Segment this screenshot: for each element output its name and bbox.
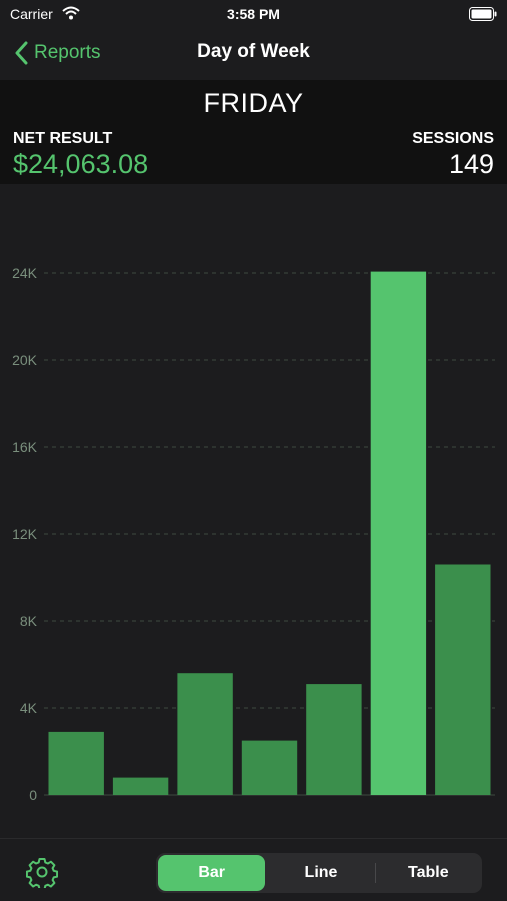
chart-bar[interactable]	[177, 673, 233, 795]
bar-chart[interactable]: 0 4K 8K 12K 16K 20K 24K	[0, 184, 507, 838]
net-result-label: NET RESULT	[13, 130, 113, 147]
net-result-value: $24,063.08	[13, 149, 149, 179]
battery-icon	[469, 7, 497, 21]
page-title: Day of Week	[197, 41, 310, 62]
y-tick-label: 4K	[20, 700, 38, 716]
navigation-bar: Reports Day of Week	[0, 28, 507, 78]
chart-bar[interactable]	[370, 271, 427, 796]
chart-bar[interactable]	[306, 684, 362, 795]
bottom-toolbar: Bar Line Table	[0, 838, 507, 901]
clock: 3:58 PM	[227, 6, 280, 22]
y-tick-label: 12K	[12, 526, 38, 542]
back-label: Reports	[34, 42, 101, 63]
carrier-label: Carrier	[10, 6, 53, 22]
chart-bar[interactable]	[435, 564, 491, 796]
segment-line-label: Line	[304, 864, 338, 881]
chart-bar[interactable]	[112, 777, 169, 795]
status-bar: Carrier 3:58 PM	[0, 0, 507, 28]
segment-bar[interactable]: Bar	[158, 855, 266, 891]
segment-line[interactable]: Line	[267, 853, 374, 893]
segment-table-label: Table	[408, 864, 449, 881]
chevron-left-icon	[15, 41, 28, 65]
wifi-icon	[62, 6, 80, 20]
chart-bar[interactable]	[241, 740, 298, 795]
back-button[interactable]: Reports	[14, 38, 101, 68]
gear-icon[interactable]	[26, 856, 58, 888]
chart-canvas[interactable]: 0 4K 8K 12K 16K 20K 24K	[0, 184, 507, 838]
sessions-label: SESSIONS	[412, 130, 494, 147]
y-tick-label: 16K	[12, 439, 38, 455]
summary-panel: FRIDAY NET RESULT $24,063.08 SESSIONS 14…	[0, 80, 507, 184]
y-tick-label: 0	[29, 787, 37, 803]
segment-bar-label: Bar	[198, 864, 225, 881]
segment-table[interactable]: Table	[374, 853, 482, 893]
selected-day: FRIDAY	[203, 88, 304, 118]
y-tick-label: 20K	[12, 352, 38, 368]
chart-bar[interactable]	[48, 731, 104, 795]
sessions-value: 149	[448, 149, 494, 179]
chart-type-segmented-control[interactable]: Bar Line Table	[156, 853, 482, 893]
y-tick-label: 24K	[12, 265, 38, 281]
segment-divider	[374, 863, 376, 883]
y-tick-label: 8K	[20, 613, 38, 629]
